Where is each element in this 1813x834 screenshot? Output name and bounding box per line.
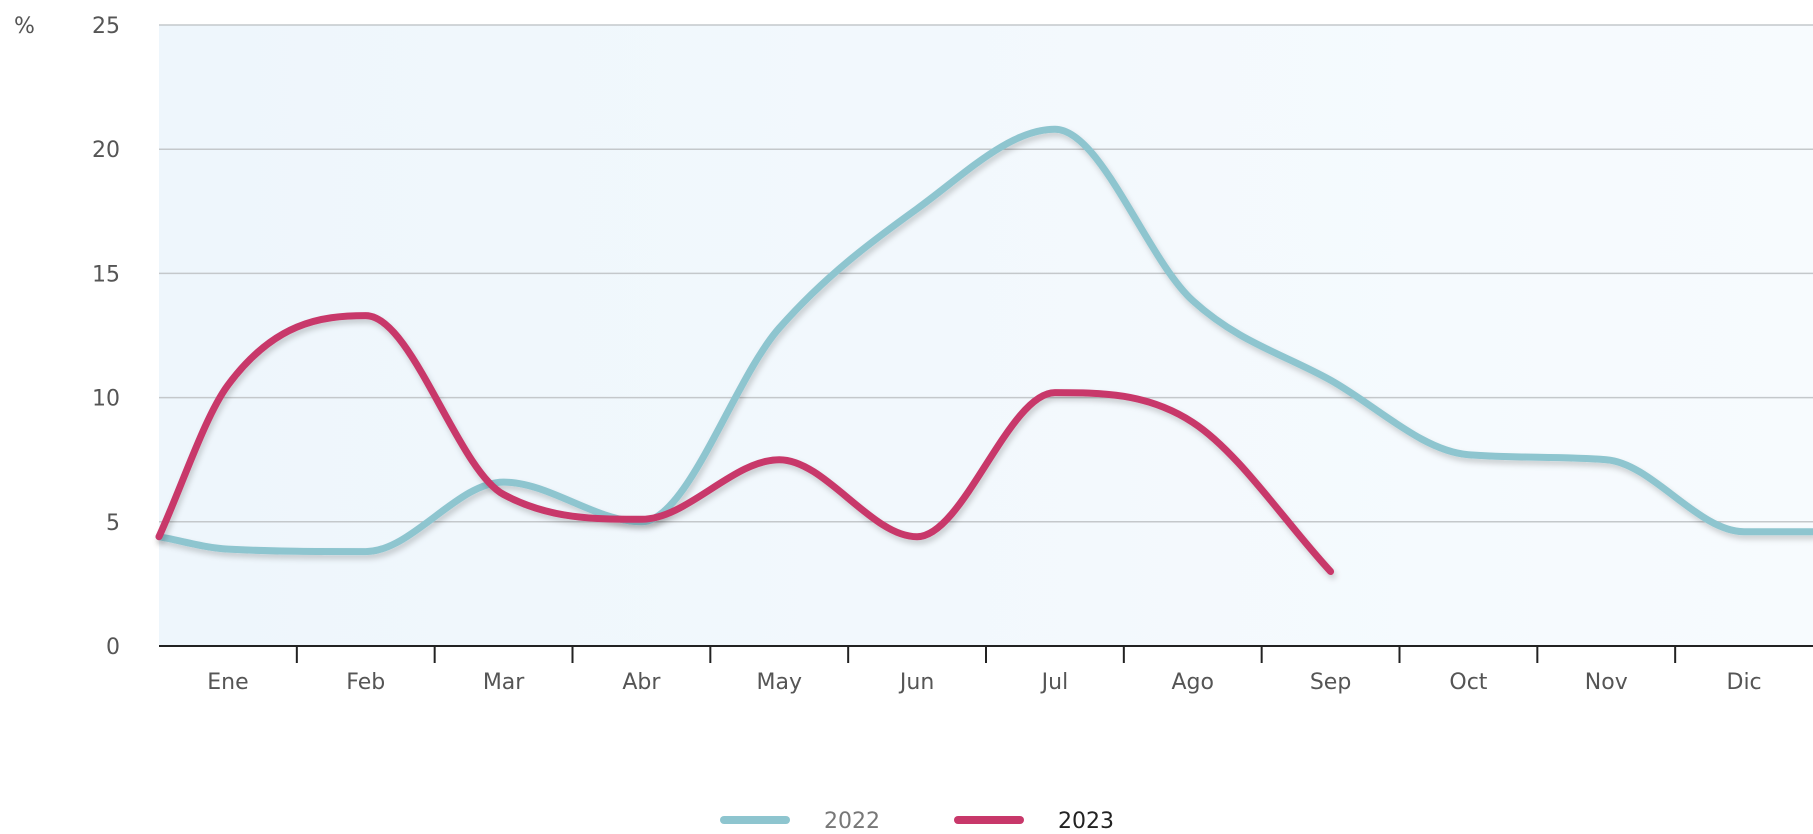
y-tick-label: 20 xyxy=(92,138,120,163)
x-tick-label: Oct xyxy=(1449,670,1487,695)
x-tick-label: Feb xyxy=(346,670,385,695)
x-tick-label: Ago xyxy=(1172,670,1214,695)
series-line-2022 xyxy=(155,125,1813,556)
x-tick-label: Mar xyxy=(483,670,525,695)
x-tick-label: Ene xyxy=(207,670,248,695)
plot-area xyxy=(159,25,1813,646)
x-tick-label: Dic xyxy=(1727,670,1762,695)
x-tick-label: May xyxy=(757,670,802,695)
legend-label-2023: 2023 xyxy=(1058,809,1114,834)
y-tick-label: 15 xyxy=(92,262,120,287)
legend-label-2022: 2022 xyxy=(824,809,880,834)
y-tick-label: 0 xyxy=(106,635,120,660)
y-axis-unit-label: % xyxy=(14,14,35,39)
x-tick-label: Jun xyxy=(898,670,934,695)
y-tick-label: 10 xyxy=(92,387,120,412)
series-line-2023 xyxy=(155,312,1335,575)
y-tick-label: 25 xyxy=(92,14,120,39)
x-tick-label: Sep xyxy=(1310,670,1351,695)
x-tick-label: Abr xyxy=(622,670,661,695)
x-tick-label: Jul xyxy=(1040,670,1069,695)
x-tick-label: Nov xyxy=(1585,670,1628,695)
y-tick-label: 5 xyxy=(106,511,120,536)
